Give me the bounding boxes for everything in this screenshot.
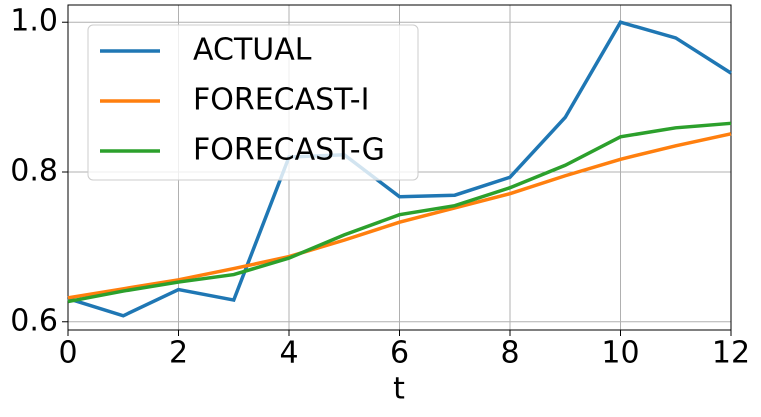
x-tick-label: 12 (712, 336, 750, 371)
data-line (67, 20, 732, 318)
y-tick-label: 0.8 (10, 153, 58, 188)
x-tick-label: 10 (601, 336, 639, 371)
legend-label: FORECAST-G (193, 133, 385, 168)
data-line (67, 132, 732, 300)
x-axis-label: t (393, 372, 405, 407)
legend-box (87, 24, 419, 181)
x-tick-label: 8 (500, 336, 519, 371)
legend-label: FORECAST-I (193, 83, 369, 118)
y-tick-label: 1.0 (10, 4, 58, 39)
y-tick-label: 0.6 (10, 303, 58, 338)
legend-label: ACTUAL (193, 33, 312, 68)
legend: ACTUAL FORECAST-I FORECAST-G (87, 24, 419, 181)
x-tick-label: 6 (390, 336, 409, 371)
x-tick-label: 2 (169, 336, 188, 371)
x-tick-label: 0 (58, 336, 77, 371)
plot-frame (67, 4, 732, 331)
x-tick-label: 4 (279, 336, 298, 371)
data-line (67, 121, 732, 304)
